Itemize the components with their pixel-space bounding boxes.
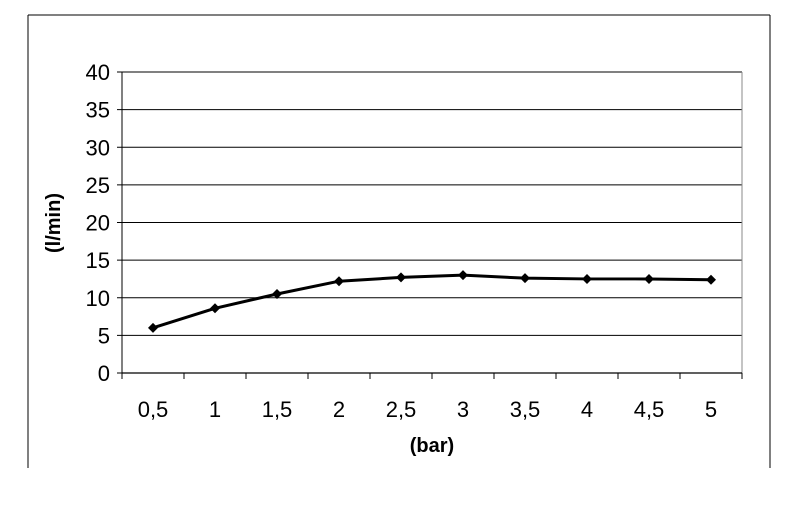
chart-frame [27, 14, 771, 468]
data-point [272, 288, 282, 299]
y-tick-label: 20 [86, 211, 110, 236]
x-tick-label: 3,5 [510, 397, 541, 422]
y-tick-label: 10 [86, 286, 110, 311]
x-axis-label: (bar) [410, 435, 454, 457]
data-point [706, 274, 716, 285]
y-tick-label: 35 [86, 98, 110, 123]
x-tick-label: 3 [457, 397, 469, 422]
x-tick-label: 2 [333, 397, 345, 422]
y-tick-label: 15 [86, 248, 110, 273]
x-tick-label: 4 [581, 397, 593, 422]
x-tick-label: 5 [705, 397, 717, 422]
x-tick-label: 1,5 [262, 397, 293, 422]
y-tick-label: 5 [98, 323, 110, 348]
series-line [152, 273, 712, 330]
data-point [396, 272, 406, 283]
data-point [644, 273, 654, 284]
data-point [582, 273, 592, 284]
y-tick-label: 0 [98, 361, 110, 386]
y-tick-label: 40 [86, 60, 110, 85]
data-point [458, 270, 468, 281]
x-tick-label: 4,5 [634, 397, 665, 422]
x-tick-label: 2,5 [386, 397, 417, 422]
y-tick-label: 25 [86, 173, 110, 198]
y-tick-label: 30 [86, 135, 110, 160]
x-tick-label: 1 [209, 397, 221, 422]
x-tick-label: 0,5 [138, 397, 169, 422]
data-point [520, 273, 530, 284]
data-point [334, 276, 344, 287]
data-point [210, 303, 220, 314]
data-point [148, 322, 158, 333]
y-axis-label: (l/min) [43, 193, 65, 253]
